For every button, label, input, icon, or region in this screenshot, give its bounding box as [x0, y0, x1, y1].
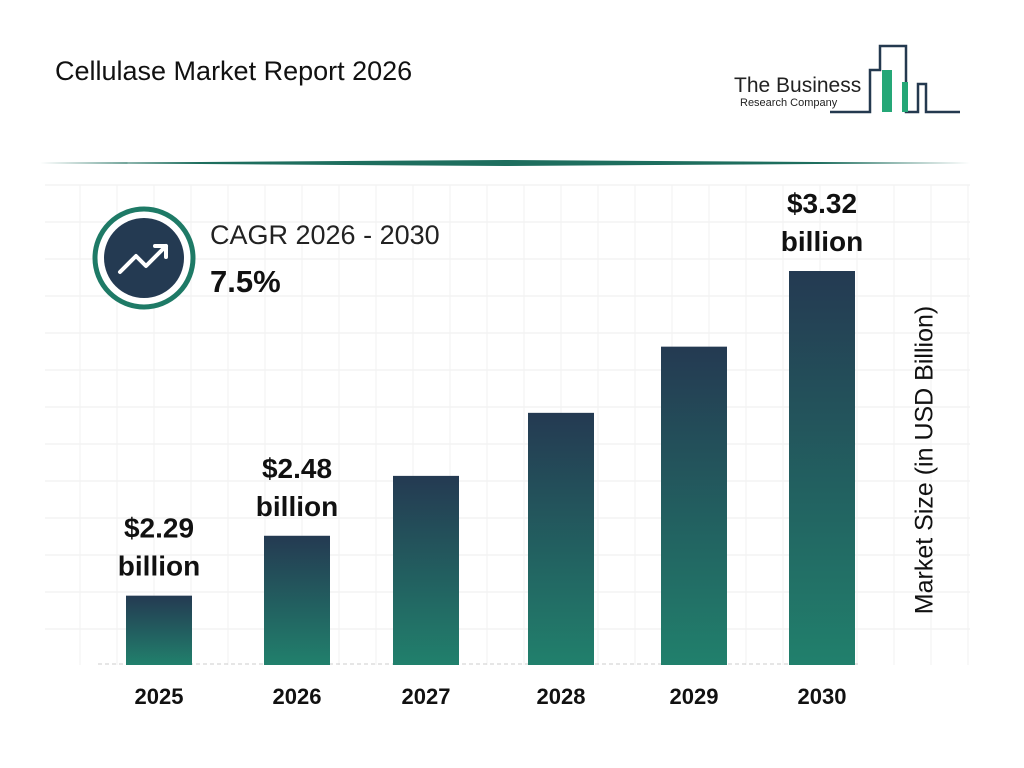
cagr-value: 7.5%: [210, 264, 281, 299]
header-divider: [40, 160, 970, 166]
x-tick-label: 2026: [273, 684, 322, 709]
y-axis-label: Market Size (in USD Billion): [910, 305, 939, 615]
cagr-label: CAGR 2026 - 2030: [210, 220, 440, 250]
bar-2027: [393, 475, 459, 665]
bar-2026: [264, 535, 330, 665]
data-label: billion: [118, 551, 200, 582]
bar-2028: [528, 412, 594, 665]
x-tick-label: 2030: [798, 684, 847, 709]
x-tick-label: 2025: [135, 684, 184, 709]
page-title: Cellulase Market Report 2026: [55, 56, 413, 86]
trend-up-arrow-icon: [118, 244, 168, 274]
data-label: billion: [256, 491, 338, 522]
logo-text-line1: The Business: [734, 74, 862, 97]
bar-2030: [789, 271, 855, 665]
logo-buildings-icon: [830, 44, 960, 114]
logo-text-line2: Research Company: [740, 97, 838, 109]
bar-2025: [126, 595, 192, 665]
data-label: $3.32: [787, 188, 857, 219]
x-tick-label: 2027: [402, 684, 451, 709]
data-label: $2.29: [124, 513, 194, 544]
x-tick-label: 2028: [537, 684, 586, 709]
bar-2029: [661, 346, 727, 665]
company-logo: The Business Research Company: [730, 42, 965, 117]
cagr-badge: [92, 206, 196, 310]
data-label: billion: [781, 226, 863, 257]
data-label: $2.48: [262, 453, 332, 484]
x-tick-label: 2029: [670, 684, 719, 709]
